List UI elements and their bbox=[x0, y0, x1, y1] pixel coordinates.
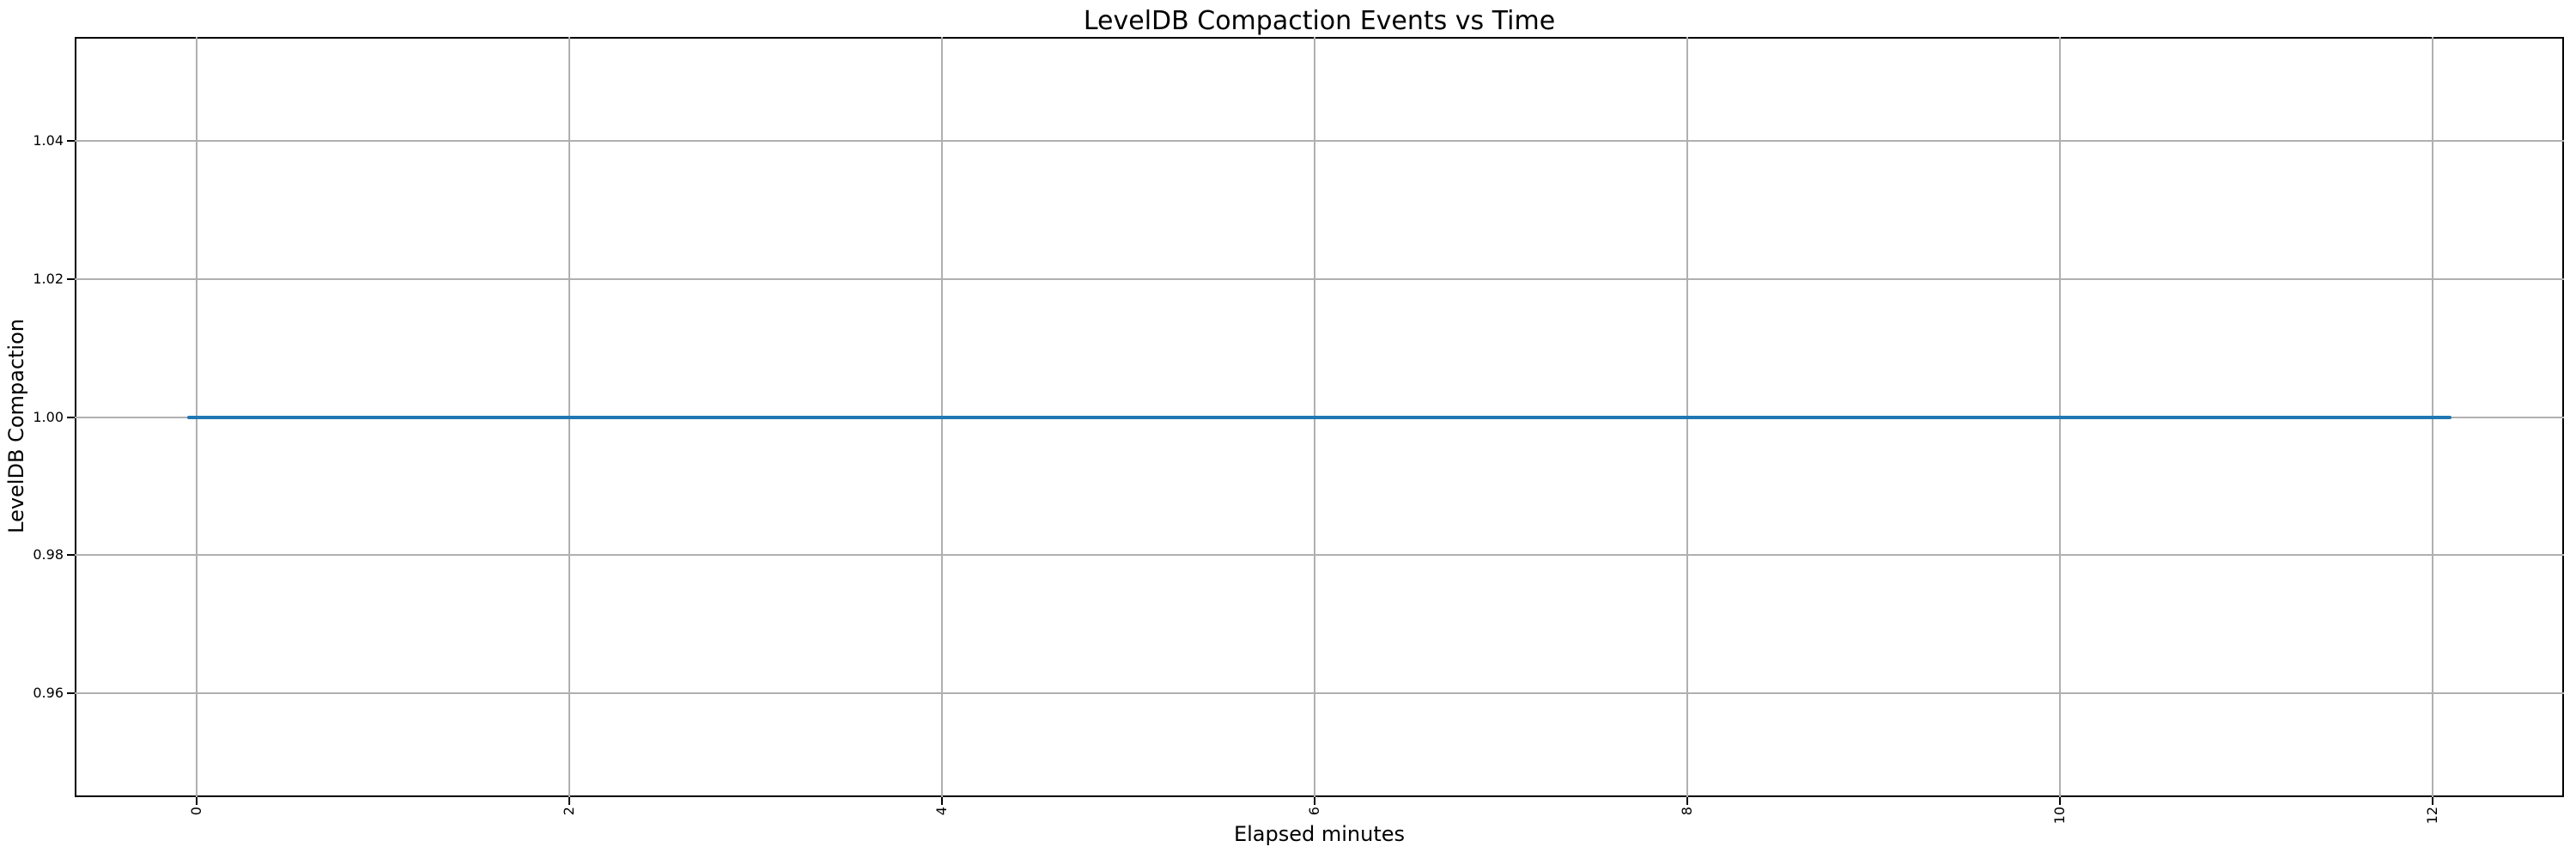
y-gridline bbox=[75, 692, 2564, 695]
x-tick-mark bbox=[1686, 797, 1689, 805]
y-tick-label: 1.04 bbox=[33, 131, 64, 149]
x-tick-label: 12 bbox=[2424, 807, 2441, 825]
x-tick-label: 10 bbox=[2051, 807, 2069, 825]
x-tick-label: 0 bbox=[188, 807, 205, 816]
x-tick-label: 6 bbox=[1306, 807, 1323, 816]
y-tick-label: 1.00 bbox=[33, 408, 64, 425]
x-tick-mark bbox=[1314, 797, 1316, 805]
y-tick-mark bbox=[67, 277, 75, 280]
x-tick-mark bbox=[568, 797, 571, 805]
y-gridline bbox=[75, 277, 2564, 280]
plot-area bbox=[75, 37, 2564, 797]
x-tick-label: 4 bbox=[933, 807, 951, 816]
x-tick-label: 2 bbox=[561, 807, 578, 816]
y-tick-mark bbox=[67, 692, 75, 695]
y-tick-mark bbox=[67, 554, 75, 557]
y-tick-label: 1.02 bbox=[33, 270, 64, 287]
x-tick-label: 8 bbox=[1679, 807, 1696, 816]
y-tick-label: 0.96 bbox=[33, 685, 64, 702]
y-tick-label: 0.98 bbox=[33, 546, 64, 564]
x-axis-label: Elapsed minutes bbox=[1233, 822, 1406, 846]
y-gridline bbox=[75, 554, 2564, 557]
x-tick-mark bbox=[941, 797, 944, 805]
chart-title: LevelDB Compaction Events vs Time bbox=[1083, 6, 1556, 36]
y-tick-mark bbox=[67, 139, 75, 142]
plot-inner bbox=[75, 37, 2564, 797]
x-tick-mark bbox=[196, 797, 198, 805]
x-tick-mark bbox=[2432, 797, 2434, 805]
y-axis-label: LevelDB Compaction bbox=[4, 319, 28, 533]
y-tick-mark bbox=[67, 416, 75, 418]
y-gridline bbox=[75, 139, 2564, 142]
x-tick-mark bbox=[2059, 797, 2062, 805]
data-line bbox=[187, 415, 2451, 419]
